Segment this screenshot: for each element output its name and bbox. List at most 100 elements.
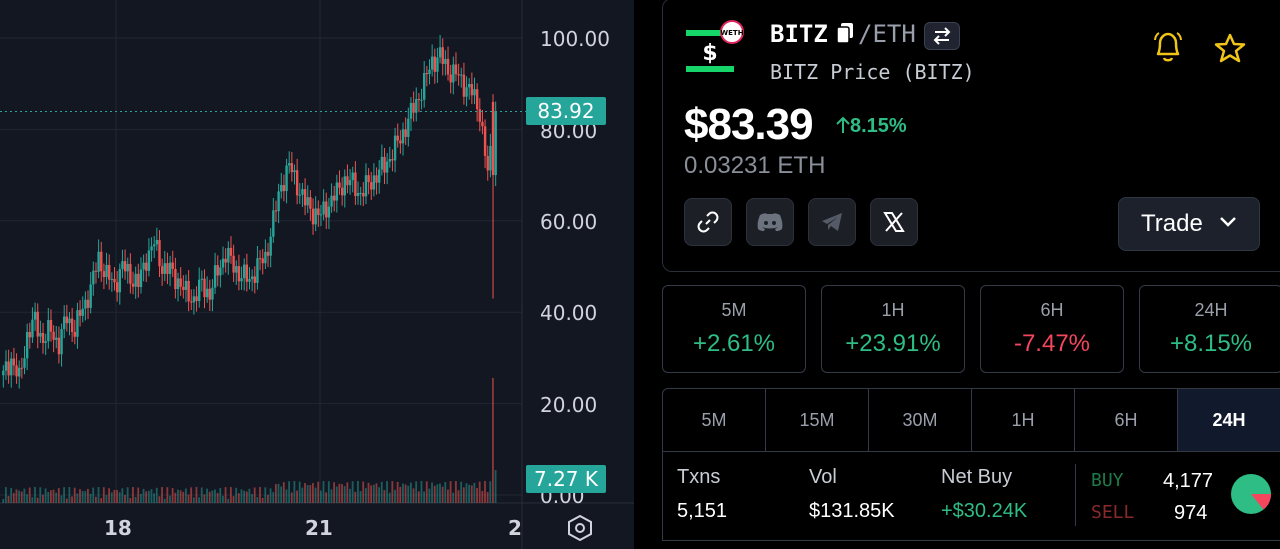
candle-body xyxy=(258,258,262,260)
candle-body xyxy=(444,58,447,64)
x-link-button[interactable] xyxy=(870,198,918,246)
candle-body xyxy=(4,361,8,371)
volume-bar xyxy=(63,487,66,503)
candle-body xyxy=(44,341,47,343)
volume-bar xyxy=(269,488,272,503)
favorite-star-button[interactable] xyxy=(1214,32,1246,69)
copy-document-icon[interactable] xyxy=(836,22,854,49)
volume-bar xyxy=(428,488,431,503)
chart-settings-button[interactable] xyxy=(566,514,594,542)
volume-bar xyxy=(240,489,243,503)
website-link-button[interactable] xyxy=(684,198,732,246)
candle-body xyxy=(306,197,309,206)
price-change-card-1h[interactable]: 1H +23.91% xyxy=(821,285,965,373)
volume-bar xyxy=(492,378,494,503)
volume-bar xyxy=(81,490,84,503)
volume-bar xyxy=(481,490,484,503)
volume-bar xyxy=(388,492,391,503)
telegram-link-button[interactable] xyxy=(808,198,856,246)
volume-bar xyxy=(399,486,402,503)
volume-bar xyxy=(42,494,44,503)
y-tick-label: 100.00 xyxy=(540,27,610,51)
price-change-card-6h[interactable]: 6H -7.47% xyxy=(980,285,1124,373)
candle-body xyxy=(314,208,317,225)
candle-body xyxy=(272,210,275,237)
candle-body xyxy=(362,192,365,197)
volume-bar xyxy=(97,487,100,503)
volume-bar xyxy=(431,482,433,503)
candlestick-chart[interactable] xyxy=(0,0,634,549)
volume-bar xyxy=(36,497,39,503)
volume-bar xyxy=(89,493,92,503)
volume-bar xyxy=(166,487,169,503)
swap-arrows-icon xyxy=(933,27,951,45)
volume-bar xyxy=(433,485,436,503)
volume-bar xyxy=(57,488,60,503)
tab-6h[interactable]: 6H xyxy=(1075,389,1178,451)
candle-body xyxy=(280,185,283,192)
volume-bar xyxy=(282,482,285,503)
trade-dropdown-button[interactable]: Trade xyxy=(1118,197,1260,251)
volume-bar xyxy=(219,487,222,503)
volume-bar xyxy=(134,496,137,503)
token-header-card xyxy=(662,0,1280,272)
volume-bar xyxy=(232,496,235,503)
volume-bar xyxy=(177,489,179,503)
candle-body xyxy=(190,301,193,303)
candle-body xyxy=(282,185,286,192)
candle-body xyxy=(375,175,378,183)
volume-bar xyxy=(417,491,420,503)
candle-body xyxy=(158,239,161,267)
candle-body xyxy=(81,308,84,316)
volume-bar xyxy=(174,492,177,503)
volume-bar xyxy=(293,481,296,503)
volume-bar xyxy=(60,495,63,503)
candle-body xyxy=(457,74,460,76)
candle-body xyxy=(441,47,444,64)
candle-body xyxy=(216,265,219,276)
candle-body xyxy=(211,287,214,300)
candle-body xyxy=(10,358,13,376)
volume-bar xyxy=(145,491,148,503)
candle-body xyxy=(407,118,410,137)
alert-bell-button[interactable] xyxy=(1152,30,1184,69)
swap-pair-button[interactable] xyxy=(924,22,960,50)
volume-bar xyxy=(192,497,195,503)
price-chart[interactable]: 100.00 80.00 60.00 40.00 20.00 0.00 83.9… xyxy=(0,0,634,549)
candle-body xyxy=(49,319,53,332)
volume-bar xyxy=(92,487,95,503)
price-change-card-24h[interactable]: 24H +8.15% xyxy=(1139,285,1280,373)
candle-body xyxy=(301,189,304,195)
tab-24h[interactable]: 24H xyxy=(1178,389,1280,451)
candle-body xyxy=(248,279,251,282)
volume-bar xyxy=(190,487,193,503)
volume-bar xyxy=(49,490,52,503)
volume-bar xyxy=(449,481,452,503)
volume-bar xyxy=(179,490,182,503)
candle-body xyxy=(208,288,211,300)
volume-bar xyxy=(267,494,269,503)
candle-body xyxy=(465,87,468,97)
volume-bar xyxy=(380,481,383,503)
volume-bar xyxy=(454,481,457,503)
tab-30m[interactable]: 30M xyxy=(869,389,972,451)
discord-link-button[interactable] xyxy=(746,198,794,246)
volume-bar xyxy=(452,492,455,503)
tab-5m[interactable]: 5M xyxy=(663,389,766,451)
volume-bar xyxy=(237,493,240,503)
candle-body xyxy=(240,278,243,282)
volume-bar xyxy=(44,488,47,503)
volume-bar xyxy=(272,492,275,503)
candle-body xyxy=(367,175,370,183)
price-change-card-5m[interactable]: 5M +2.61% xyxy=(662,285,806,373)
price-change-label: 1H xyxy=(881,300,905,320)
candle-body xyxy=(309,197,312,209)
tab-1h[interactable]: 1H xyxy=(972,389,1075,451)
candle-body xyxy=(354,172,357,197)
candle-body xyxy=(486,155,489,171)
tab-15m[interactable]: 15M xyxy=(766,389,869,451)
volume-bar xyxy=(256,497,259,503)
volume-bar xyxy=(412,488,415,503)
volume-bar xyxy=(425,481,428,503)
volume-bar xyxy=(187,494,190,503)
